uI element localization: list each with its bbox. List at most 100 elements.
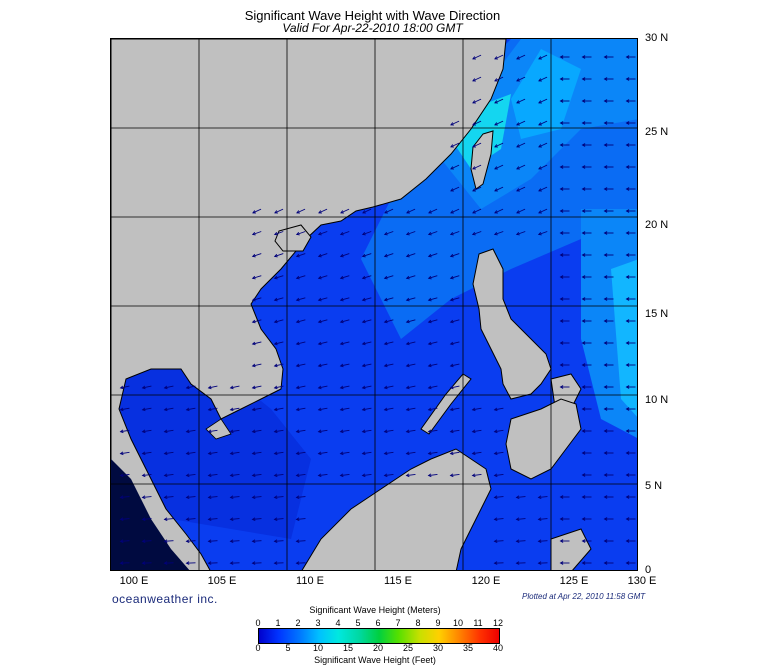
wave-arrow <box>384 275 394 279</box>
wave-arrow-head <box>251 517 256 522</box>
wave-arrow <box>362 385 372 389</box>
wave-arrow-head <box>449 319 454 324</box>
wave-arrow <box>296 473 306 477</box>
wave-arrow <box>538 540 548 542</box>
wave-arrow-head <box>603 297 608 301</box>
wave-arrow-head <box>471 451 476 456</box>
wave-arrow-head <box>273 363 278 368</box>
lat-label-25: 25 N <box>645 126 669 138</box>
wave-arrow <box>318 429 328 433</box>
wave-arrow-head <box>603 253 608 257</box>
wave-arrow <box>450 275 460 279</box>
wave-arrow <box>494 231 504 235</box>
wave-arrow-head <box>273 385 278 390</box>
wave-arrow-head <box>515 539 520 543</box>
wave-arrow <box>516 208 526 214</box>
wave-arrow-head <box>494 100 498 104</box>
wave-arrow <box>208 385 218 389</box>
sea-dark-strait <box>111 459 190 570</box>
wave-arrow-head <box>119 451 124 456</box>
wave-arrow <box>142 540 152 542</box>
wave-arrow-head <box>141 473 146 478</box>
wave-arrow <box>318 275 328 279</box>
wave-arrow-head <box>273 517 278 522</box>
wave-arrow-head <box>471 473 476 478</box>
wave-arrow <box>450 429 460 433</box>
feet-tick: 20 <box>372 643 383 653</box>
wave-arrow <box>120 407 130 411</box>
wave-arrow-head <box>185 473 190 478</box>
wave-arrow <box>428 363 438 367</box>
plotted-timestamp: Plotted at Apr 22, 2010 11:58 GMT <box>522 592 646 601</box>
wave-arrow <box>230 407 240 411</box>
wave-arrow-head <box>494 56 498 60</box>
lon-label-105: 105 E <box>207 575 237 587</box>
wave-arrow <box>340 253 350 257</box>
wave-arrow <box>120 385 130 389</box>
wave-arrow-head <box>339 385 344 390</box>
lat-label-5: 5 N <box>645 480 663 492</box>
wave-arrow-head <box>493 407 498 412</box>
wave-arrow-head <box>119 539 124 543</box>
wave-arrow-head <box>295 407 300 412</box>
wave-arrow <box>274 275 284 279</box>
wave-arrow-head <box>427 319 432 324</box>
wave-arrow-head <box>405 473 410 478</box>
wave-arrow-head <box>603 143 608 147</box>
wave-arrow-head <box>251 495 256 500</box>
wave-arrow-head <box>295 473 300 478</box>
wave-arrow <box>340 473 350 477</box>
wave-arrow-head <box>273 539 278 543</box>
wave-arrow <box>450 407 460 411</box>
feet-tick: 5 <box>285 643 291 653</box>
wave-arrow <box>164 407 174 411</box>
wave-arrow <box>538 518 548 520</box>
wave-arrow-head <box>559 275 564 279</box>
wave-arrow-head <box>603 407 608 411</box>
wave-arrow-head <box>428 210 432 214</box>
wave-arrow <box>406 363 416 367</box>
wave-arrow-head <box>295 385 300 390</box>
wave-arrow <box>274 407 284 411</box>
wave-arrow-head <box>625 495 630 499</box>
wave-arrow <box>406 275 416 279</box>
wave-arrow-head <box>339 473 344 478</box>
wave-arrow-head <box>141 495 146 500</box>
wave-arrow <box>516 186 526 192</box>
wave-arrow <box>142 518 152 520</box>
wave-arrow-head <box>339 407 344 412</box>
wave-arrow-head <box>361 407 366 412</box>
meters-tick: 10 <box>452 618 463 628</box>
wave-arrow <box>450 363 460 367</box>
wave-arrow-head <box>427 253 432 258</box>
wave-arrow-head <box>361 297 366 302</box>
wave-direction-arrows <box>119 54 636 565</box>
wave-arrow <box>252 208 262 214</box>
wave-arrow <box>428 275 438 279</box>
wave-arrow <box>318 407 328 411</box>
meters-tick: 5 <box>355 618 361 628</box>
wave-arrow <box>450 231 460 235</box>
wave-arrow-head <box>559 253 564 257</box>
wave-arrow-head <box>185 539 190 543</box>
wave-arrow-head <box>163 407 168 412</box>
wave-arrow <box>120 518 130 520</box>
feet-tick: 40 <box>492 643 503 653</box>
wave-arrow-head <box>559 341 564 345</box>
wave-arrow-head <box>405 231 410 236</box>
wave-arrow <box>406 429 416 433</box>
wave-arrow-head <box>361 319 366 324</box>
wave-arrow <box>406 451 416 455</box>
wave-arrow-head <box>449 341 454 346</box>
wave-arrow <box>296 429 306 433</box>
wave-arrow-head <box>141 561 146 565</box>
wave-arrow-head <box>405 341 410 346</box>
feet-tick: 0 <box>255 643 261 653</box>
wave-arrow-head <box>515 231 520 236</box>
wave-arrow-head <box>229 517 234 522</box>
wave-arrow <box>450 186 460 192</box>
wave-arrow-head <box>581 319 586 323</box>
wave-arrow <box>296 208 306 214</box>
wave-arrow-head <box>317 473 322 478</box>
wave-arrow-head <box>295 341 300 346</box>
